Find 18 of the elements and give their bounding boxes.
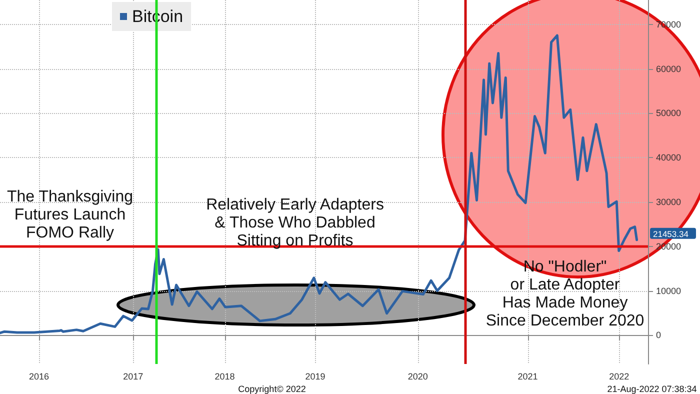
- annotation: 21453.34: [653, 228, 689, 239]
- x-tick-label: 2020: [408, 372, 428, 382]
- x-tick-label: 2021: [518, 372, 538, 382]
- y-tick-label: 0: [656, 330, 662, 340]
- x-tick-label: 2017: [123, 372, 144, 382]
- x-tick-label: 2022: [609, 372, 630, 382]
- text: Copyright© 2022: [238, 384, 306, 394]
- x-tick-label: 2019: [305, 372, 326, 382]
- y-tick-label: 10000: [656, 286, 682, 296]
- y-tick-label: 40000: [656, 152, 682, 163]
- annotation: The Thanksgiving Futures Launch FOMO Rally: [7, 188, 133, 242]
- text: 21-Aug-2022 07:38:34: [607, 384, 697, 394]
- y-tick-label: 60000: [656, 64, 682, 74]
- x-tick-label: 2016: [28, 372, 49, 382]
- y-tick-label: 30000: [656, 196, 682, 207]
- x-tick-label: 2018: [214, 372, 235, 382]
- y-tick-label: 50000: [656, 108, 682, 118]
- annotation: Relatively Early Adapters & Those Who Dabbled Sitting on Profits: [206, 196, 384, 250]
